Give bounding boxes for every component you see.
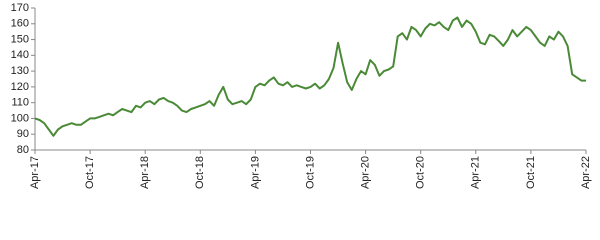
- x-tick-label: Apr-19: [249, 156, 261, 189]
- x-tick-label: Oct-18: [194, 156, 206, 189]
- x-tick-label: Apr-22: [580, 156, 592, 189]
- line: [34, 16, 586, 137]
- y-tick-label: 130: [11, 65, 29, 77]
- chart: 80 90 100 110 120 130 140 150 160 170 Apr-17 Oct-17…: [11, 2, 592, 189]
- x-tick-label: Apr-20: [360, 156, 372, 189]
- x-tick-label: Oct-21: [525, 156, 537, 189]
- x-tick-label: Oct-20: [415, 156, 427, 189]
- y-tick-label: 120: [11, 81, 29, 93]
- y-tick-label: 150: [11, 33, 29, 45]
- x-tick-label: Oct-17: [84, 156, 96, 189]
- y-tick-label: 160: [11, 18, 29, 30]
- x-tick-label: Apr-17: [29, 156, 41, 189]
- y-tick-label: 90: [17, 128, 29, 140]
- y-tick-label: 170: [11, 2, 29, 14]
- x-tick-label: Oct-19: [304, 156, 316, 189]
- y-tick-label: 80: [17, 144, 29, 156]
- y-tick-label: 140: [11, 49, 29, 61]
- x-tick-label: Apr-18: [139, 156, 151, 189]
- y-tick-label: 110: [11, 97, 29, 109]
- x-tick-label: Apr-21: [470, 156, 482, 189]
- y-tick-label: 100: [11, 112, 29, 124]
